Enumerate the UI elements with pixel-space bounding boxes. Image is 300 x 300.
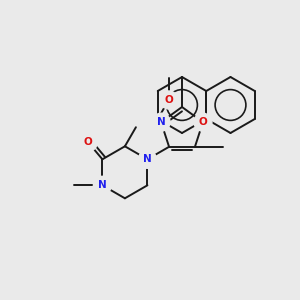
Circle shape [93, 176, 111, 194]
Text: O: O [199, 117, 207, 127]
Circle shape [79, 134, 97, 152]
Text: O: O [164, 95, 173, 105]
Text: N: N [157, 117, 166, 127]
Circle shape [152, 113, 170, 131]
Circle shape [160, 91, 178, 109]
Text: O: O [84, 137, 93, 147]
Text: N: N [143, 154, 152, 164]
Circle shape [138, 150, 156, 168]
Circle shape [194, 113, 212, 131]
Text: N: N [98, 180, 107, 190]
